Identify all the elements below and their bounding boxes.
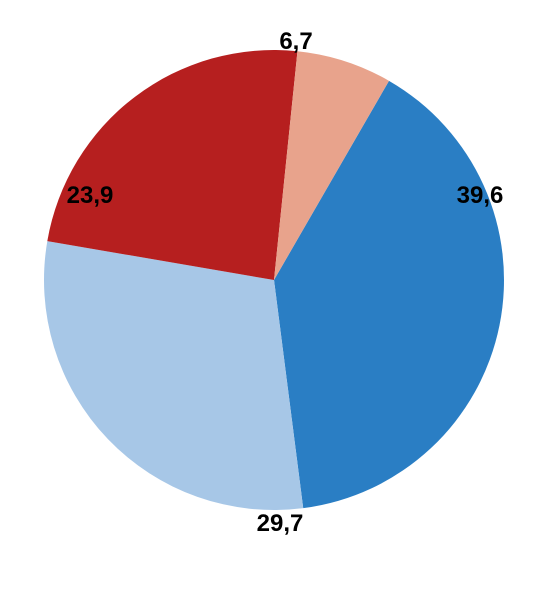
pie-chart-svg: [0, 0, 548, 607]
pie-slice: [47, 50, 297, 280]
pie-chart: 39,629,723,96,7: [0, 0, 548, 607]
pie-slice: [44, 241, 303, 510]
